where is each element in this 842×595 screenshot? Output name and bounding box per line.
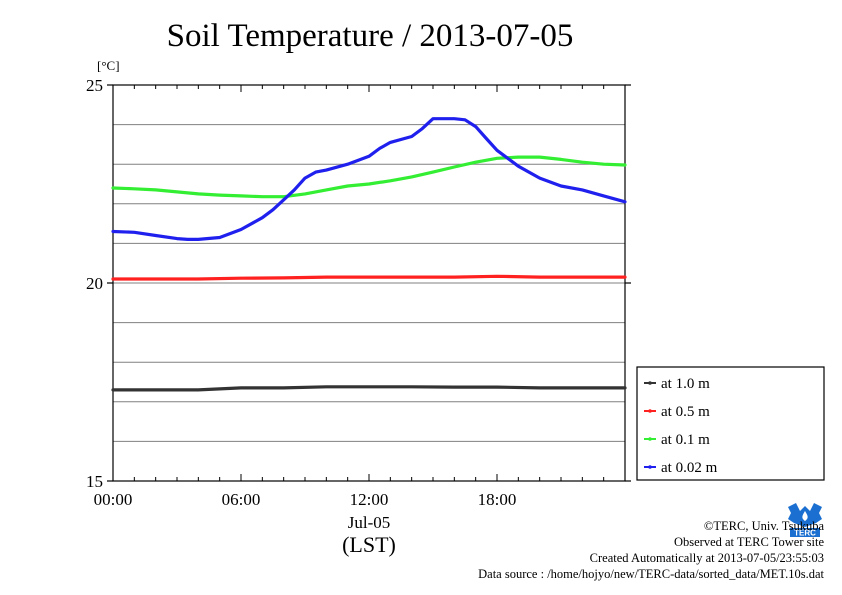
legend-label: at 0.02 m bbox=[661, 460, 718, 476]
credit-source: Data source : /home/hojyo/new/TERC-data/… bbox=[478, 567, 824, 581]
legend-label: at 1.0 m bbox=[661, 376, 710, 392]
x-axis-zone-label: (LST) bbox=[342, 532, 396, 557]
logo-drop-icon bbox=[802, 511, 808, 521]
axis-ticks: 15 20 25 00:00 06:00 12:00 18:00 bbox=[86, 76, 631, 509]
legend-swatch-dot bbox=[648, 437, 652, 441]
credit-observed: Observed at TERC Tower site bbox=[673, 535, 824, 549]
legend-label: at 0.1 m bbox=[661, 432, 710, 448]
legend-label: at 0.5 m bbox=[661, 404, 710, 420]
series-line-at-0-1-m bbox=[111, 155, 627, 199]
y-tick-label: 25 bbox=[86, 76, 103, 95]
x-axis-date-label: Jul-05 bbox=[348, 513, 391, 532]
legend-swatch-dot bbox=[648, 381, 652, 385]
credit-copyright: ©TERC, Univ. Tsukuba bbox=[703, 519, 824, 533]
x-tick-label: 00:00 bbox=[94, 490, 133, 509]
chart-title: Soil Temperature / 2013-07-05 bbox=[167, 18, 574, 54]
logo-band bbox=[790, 528, 820, 537]
legend-box bbox=[636, 366, 825, 481]
legend: at 1.0 m at 0.5 m at 0.1 m at 0.02 m bbox=[636, 366, 825, 481]
grid bbox=[113, 124, 625, 442]
y-axis-unit-label: [°C] bbox=[97, 58, 120, 73]
y-tick-label: 20 bbox=[86, 274, 103, 293]
credit-created: Created Automatically at 2013-07-05/23:5… bbox=[589, 551, 824, 565]
legend-swatch-dot bbox=[648, 465, 652, 469]
x-tick-label: 12:00 bbox=[350, 490, 389, 509]
y-tick-label: 15 bbox=[86, 472, 103, 491]
series-line-at-0-5-m bbox=[111, 274, 627, 281]
logo-text: TERC bbox=[794, 529, 816, 538]
terc-logo: TERC bbox=[786, 503, 824, 538]
series-layer bbox=[111, 117, 627, 392]
series-line-at-1-0-m bbox=[111, 385, 627, 392]
x-tick-label: 06:00 bbox=[222, 490, 261, 509]
legend-swatch-dot bbox=[648, 409, 652, 413]
credits: ©TERC, Univ. Tsukuba Observed at TERC To… bbox=[478, 518, 824, 582]
x-tick-label: 18:00 bbox=[478, 490, 517, 509]
series-line-at-0-02-m bbox=[111, 117, 627, 241]
